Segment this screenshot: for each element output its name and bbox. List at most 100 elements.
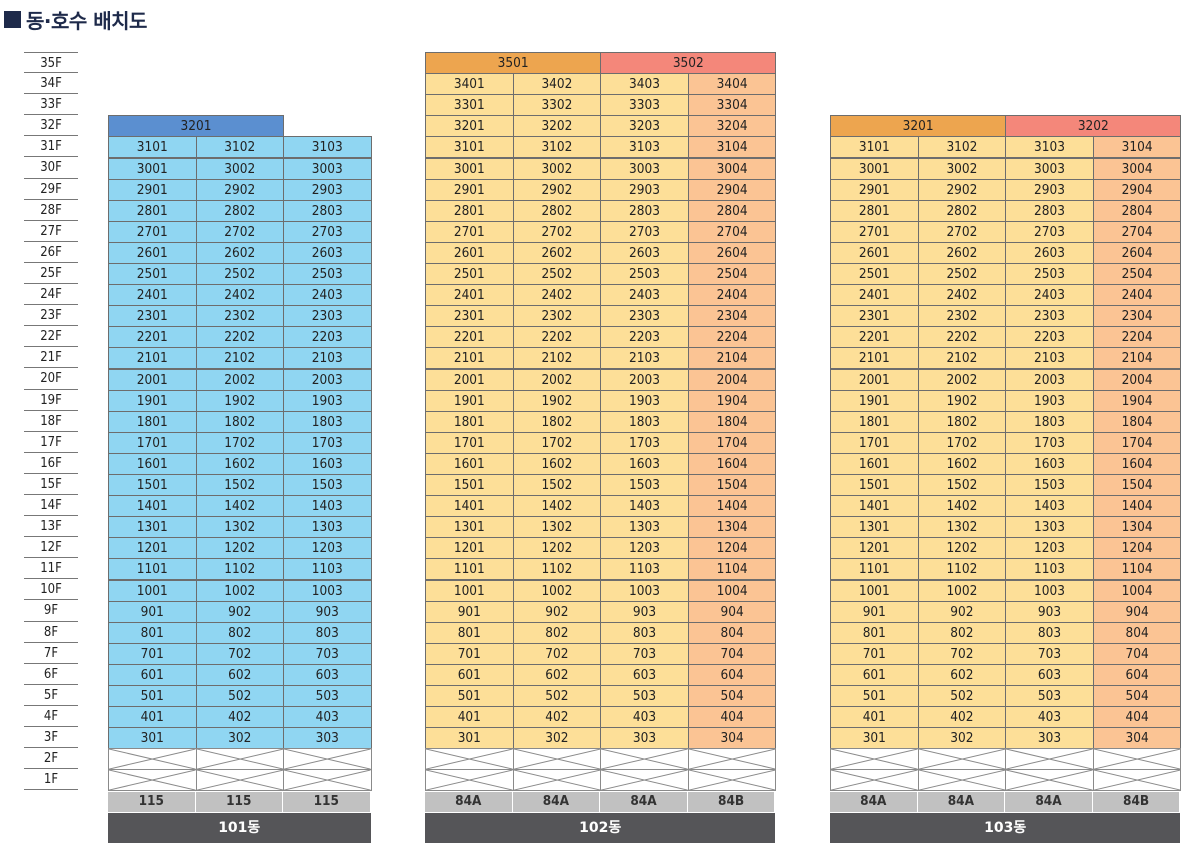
unit-cell: 2704 — [1092, 220, 1182, 243]
unit-cell: 801 — [830, 621, 919, 644]
unit-cell: 904 — [1092, 600, 1182, 623]
unit-cell: 1501 — [108, 474, 197, 497]
unit-cell: 1403 — [600, 495, 689, 518]
unit-cell: 2902 — [512, 178, 602, 201]
unit-cell: 3103 — [600, 136, 689, 159]
unit-cell: 2104 — [687, 347, 777, 370]
unit-cell: 1402 — [512, 495, 602, 518]
unit-cell: 501 — [830, 685, 919, 708]
unit-cell: 1902 — [917, 389, 1007, 412]
unit-cell: 1503 — [600, 474, 689, 497]
floor-label: 12F — [24, 537, 78, 559]
unit-cell: 1902 — [195, 389, 284, 412]
page-title: 동·호수 배치도 — [4, 6, 147, 33]
unit-cell: 3203 — [600, 115, 689, 138]
unit-cell: 2303 — [283, 305, 372, 328]
unit-cell: 2603 — [600, 241, 689, 264]
unit-cell: 3003 — [1005, 157, 1094, 180]
unit-cell: 2704 — [687, 220, 777, 243]
unit-type-label: 84B — [687, 791, 776, 812]
unit-cell: 2904 — [687, 178, 777, 201]
floor-label: 31F — [24, 136, 78, 158]
unit-cell: 1704 — [1092, 431, 1182, 454]
unit-cell: 2102 — [512, 347, 602, 370]
unit-cell: 2203 — [1005, 326, 1094, 349]
unit-cell: 904 — [687, 600, 777, 623]
unit-cell: 2103 — [1005, 347, 1094, 370]
unit-cell: 3102 — [195, 136, 284, 159]
unit-cell: 2502 — [512, 263, 602, 286]
floor-label: 16F — [24, 453, 78, 474]
unit-cell: 2104 — [1092, 347, 1182, 370]
unit-cell: 1301 — [425, 516, 514, 539]
unit-cell: 601 — [108, 663, 197, 686]
unit-cell: 704 — [687, 642, 777, 665]
unit-cell: 2301 — [425, 305, 514, 328]
unit-cell: 2404 — [687, 284, 777, 307]
unit-cell: 1102 — [195, 558, 284, 581]
cross-icon — [426, 749, 513, 769]
unit-cell: 1903 — [283, 389, 372, 412]
piloti-cell — [1005, 769, 1094, 792]
unit-cell: 1604 — [687, 452, 777, 475]
unit-cell: 3103 — [283, 136, 372, 159]
unit-cell: 1701 — [425, 431, 514, 454]
unit-cell: 1702 — [917, 431, 1007, 454]
piloti-cell — [108, 748, 197, 771]
unit-cell: 2703 — [283, 220, 372, 243]
unit-cell: 1301 — [108, 516, 197, 539]
unit-cell: 2102 — [917, 347, 1007, 370]
unit-cell: 2502 — [917, 263, 1007, 286]
building-name: 103동 — [830, 812, 1181, 843]
piloti-cell — [283, 748, 372, 771]
unit-cell: 2801 — [108, 199, 197, 222]
unit-cell: 2301 — [108, 305, 197, 328]
unit-cell: 3304 — [687, 94, 777, 117]
unit-cell: 2101 — [108, 347, 197, 370]
unit-cell: 2402 — [195, 284, 284, 307]
floor-label: 22F — [24, 326, 78, 348]
unit-cell: 1201 — [425, 537, 514, 560]
unit-cell: 2103 — [283, 347, 372, 370]
unit-cell: 2202 — [195, 326, 284, 349]
cross-icon — [601, 749, 688, 769]
unit-cell: 2802 — [917, 199, 1007, 222]
unit-cell: 502 — [195, 685, 284, 708]
unit-cell: 1404 — [1092, 495, 1182, 518]
unit-cell: 1303 — [600, 516, 689, 539]
unit-cell: 2303 — [600, 305, 689, 328]
unit-cell: 2503 — [283, 263, 372, 286]
floor-label: 23F — [24, 305, 78, 327]
floor-label: 1F — [24, 769, 78, 791]
unit-cell: 3101 — [108, 136, 197, 159]
unit-cell: 903 — [600, 600, 689, 623]
unit-cell: 2004 — [1092, 368, 1182, 391]
unit-cell: 301 — [108, 727, 197, 750]
unit-cell: 603 — [1005, 663, 1094, 686]
unit-cell: 2801 — [425, 199, 514, 222]
unit-cell: 501 — [108, 685, 197, 708]
unit-cell: 1302 — [917, 516, 1007, 539]
unit-cell: 1402 — [195, 495, 284, 518]
unit-cell: 2901 — [830, 178, 919, 201]
page-title-text: 동·호수 배치도 — [26, 8, 147, 33]
unit-cell: 302 — [512, 727, 602, 750]
floor-label: 18F — [24, 411, 78, 432]
unit-cell: 504 — [1092, 685, 1182, 708]
unit-cell: 2903 — [1005, 178, 1094, 201]
unit-cell: 703 — [600, 642, 689, 665]
unit-cell: 1401 — [425, 495, 514, 518]
unit-cell: 1402 — [917, 495, 1007, 518]
unit-cell: 2904 — [1092, 178, 1182, 201]
unit-cell: 2901 — [425, 178, 514, 201]
unit-cell: 1602 — [195, 452, 284, 475]
cross-icon — [197, 770, 284, 790]
unit-cell: 903 — [1005, 600, 1094, 623]
piloti-cell — [600, 748, 689, 771]
unit-cell: 2801 — [830, 199, 919, 222]
unit-cell: 1004 — [687, 579, 777, 602]
unit-cell: 1704 — [687, 431, 777, 454]
unit-type-label: 84A — [425, 791, 513, 812]
unit-cell: 601 — [425, 663, 514, 686]
unit-cell: 2702 — [195, 220, 284, 243]
